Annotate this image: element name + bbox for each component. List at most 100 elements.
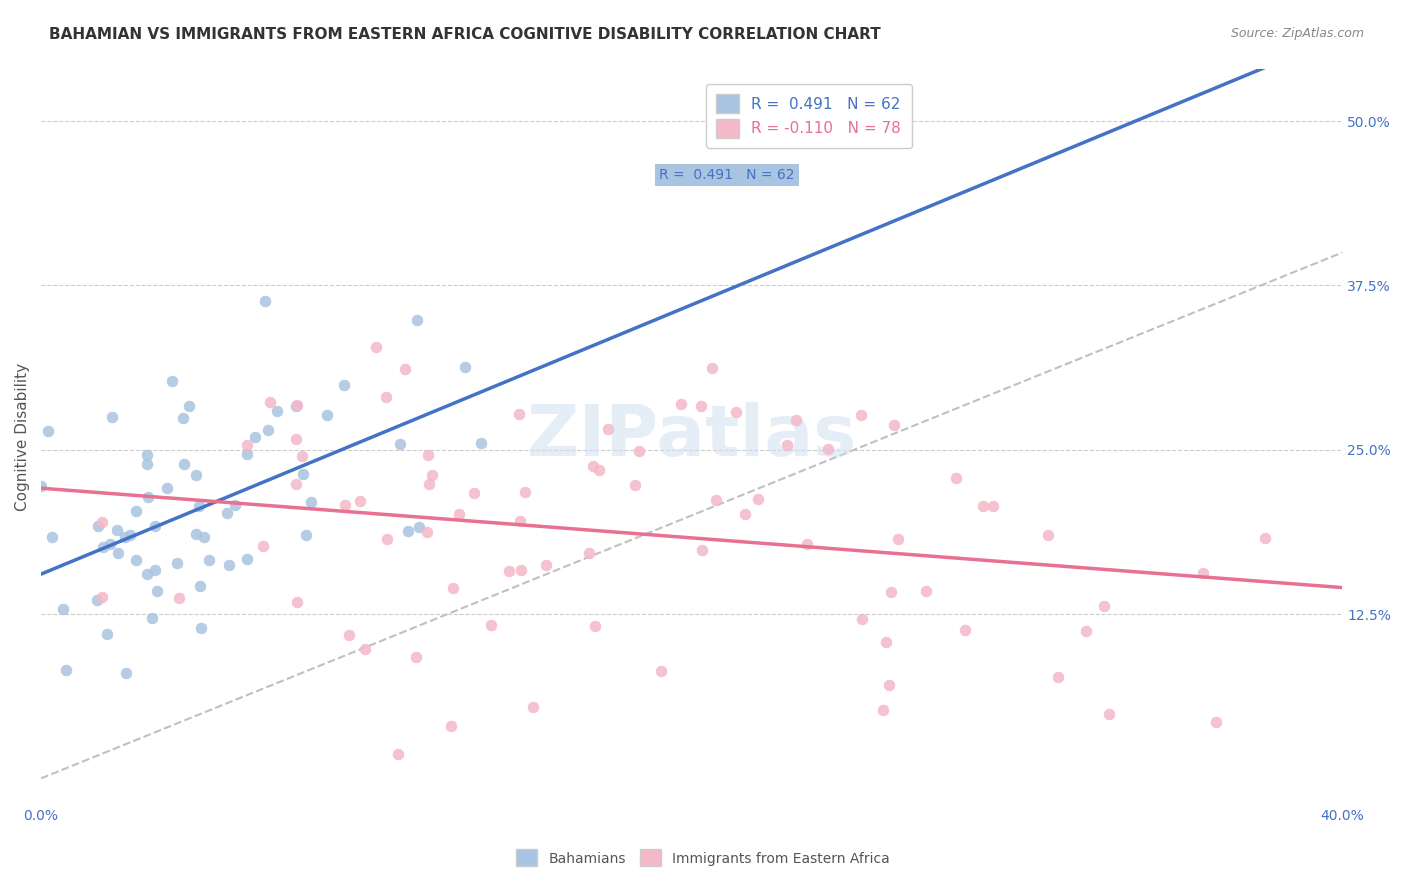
Point <box>690 399 713 413</box>
Point <box>114 530 136 544</box>
Point <box>254 293 277 308</box>
Point <box>266 404 288 418</box>
Point <box>100 410 122 425</box>
Point <box>796 537 818 551</box>
Point <box>418 448 440 462</box>
Point <box>217 506 239 520</box>
Point <box>224 498 246 512</box>
Point <box>513 484 536 499</box>
Point <box>582 459 605 474</box>
Point <box>375 532 398 546</box>
Point <box>91 540 114 554</box>
Point <box>333 498 356 512</box>
Point <box>291 449 314 463</box>
Point <box>418 477 440 491</box>
Point <box>883 418 905 433</box>
Point <box>508 407 530 421</box>
Point <box>887 532 910 546</box>
Point <box>173 458 195 472</box>
Point <box>136 490 159 504</box>
Point <box>166 556 188 570</box>
Point <box>125 504 148 518</box>
Point <box>285 399 308 413</box>
Point <box>188 579 211 593</box>
Point <box>669 397 692 411</box>
Point <box>41 530 63 544</box>
Point <box>1036 528 1059 542</box>
Point <box>337 628 360 642</box>
Point <box>470 436 492 450</box>
Point <box>690 543 713 558</box>
Point <box>463 486 485 500</box>
Point <box>135 448 157 462</box>
Point <box>98 537 121 551</box>
Point <box>724 405 747 419</box>
Point <box>441 581 464 595</box>
Point <box>375 390 398 404</box>
Point <box>522 699 544 714</box>
Point <box>650 664 672 678</box>
Point <box>785 413 807 427</box>
Point <box>188 499 211 513</box>
Point <box>14 689 37 703</box>
Point <box>86 592 108 607</box>
Point <box>498 565 520 579</box>
Point <box>915 584 938 599</box>
Point <box>90 590 112 604</box>
Point <box>333 377 356 392</box>
Point <box>30 479 52 493</box>
Point <box>509 563 531 577</box>
Point <box>115 666 138 681</box>
Point <box>1254 531 1277 545</box>
Point <box>295 528 318 542</box>
Point <box>245 430 267 444</box>
Point <box>169 591 191 605</box>
Point <box>628 444 651 458</box>
Point <box>141 611 163 625</box>
Point <box>416 524 439 539</box>
Point <box>156 481 179 495</box>
Point <box>105 523 128 537</box>
Point <box>1098 706 1121 721</box>
Point <box>55 663 77 677</box>
Point <box>285 595 308 609</box>
Point <box>875 635 897 649</box>
Point <box>136 566 159 581</box>
Y-axis label: Cognitive Disability: Cognitive Disability <box>15 362 30 510</box>
Point <box>366 340 388 354</box>
Point <box>440 719 463 733</box>
Point <box>454 359 477 374</box>
Point <box>235 447 257 461</box>
Point <box>190 621 212 635</box>
Point <box>136 457 159 471</box>
Point <box>259 395 281 409</box>
Point <box>972 499 994 513</box>
Text: Source: ZipAtlas.com: Source: ZipAtlas.com <box>1230 27 1364 40</box>
Point <box>623 478 645 492</box>
Point <box>394 362 416 376</box>
Point <box>872 703 894 717</box>
Text: R =  0.491   N = 62: R = 0.491 N = 62 <box>659 169 794 182</box>
Point <box>420 468 443 483</box>
Point <box>252 539 274 553</box>
Point <box>124 553 146 567</box>
Point <box>408 520 430 534</box>
Point <box>198 553 221 567</box>
Point <box>449 507 471 521</box>
Point <box>704 493 727 508</box>
Point <box>776 438 799 452</box>
Point <box>1074 624 1097 638</box>
Point <box>747 492 769 507</box>
Point <box>235 438 257 452</box>
Point <box>534 558 557 572</box>
Point <box>1205 714 1227 729</box>
Point <box>349 493 371 508</box>
Point <box>292 467 315 481</box>
Point <box>285 477 308 491</box>
Point <box>17 608 39 623</box>
Point <box>285 432 308 446</box>
Legend: Bahamians, Immigrants from Eastern Africa: Bahamians, Immigrants from Eastern Afric… <box>506 839 900 876</box>
Point <box>578 546 600 560</box>
Point <box>1192 566 1215 580</box>
Point <box>479 618 502 632</box>
